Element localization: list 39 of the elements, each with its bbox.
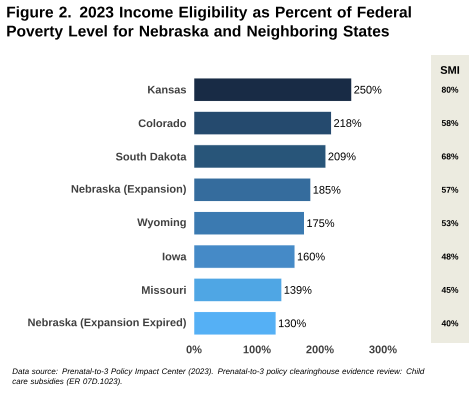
y-tick-label: South Dakota (116, 152, 187, 160)
data-label: 218% (334, 119, 362, 127)
text: 68% (442, 153, 458, 160)
data-label: 185% (314, 186, 340, 194)
y-tick-label: Iowa (162, 252, 187, 260)
bar (194, 312, 276, 336)
data-label: 139% (284, 286, 312, 294)
y-tick-label: Nebraska (Expansion Expired) (28, 318, 186, 328)
bar (194, 211, 305, 235)
y-tick-label: Missouri (142, 286, 186, 294)
text: 45% (442, 286, 458, 293)
bar (194, 244, 296, 268)
x-tick-label: 200% (306, 346, 334, 354)
bar (194, 144, 326, 168)
data-label: 130% (278, 319, 306, 328)
y-tick-label: Colorado (138, 119, 186, 128)
x-tick-label: 300% (369, 346, 397, 354)
y-tick-label: Wyoming (137, 218, 186, 228)
text: 58% (442, 120, 458, 126)
x-tick-label: 100% (244, 346, 271, 354)
data-label: 160% (298, 252, 325, 260)
text: 53% (442, 220, 458, 226)
data-label: 250% (354, 86, 382, 94)
y-tick-label: Kansas (148, 86, 186, 94)
y-tick-label: Nebraska (Expansion) (72, 184, 186, 195)
bar (194, 78, 352, 102)
data-label: 209% (328, 152, 356, 160)
bar (194, 111, 332, 135)
bar (194, 178, 311, 202)
text: 57% (442, 186, 458, 193)
chart-title: Figure 2. 2023 Income Eligibility as Percent of Federal Poverty Level for Nebraska and Neighboring States (7, 6, 411, 40)
text: 80% (442, 86, 458, 93)
source-note: Data source: Prenatal-to-3 Policy Impact Center (2023). Prenatal-to-3 policy clearinghouse evidence review: Child care subsidies (ER 07D.1023). (12, 368, 425, 386)
text: 40% (442, 320, 458, 326)
text: 48% (442, 254, 458, 260)
text: SMI (440, 66, 460, 74)
x-tick-label: 0% (186, 346, 202, 354)
data-label: 175% (307, 219, 334, 228)
bar (194, 278, 282, 302)
